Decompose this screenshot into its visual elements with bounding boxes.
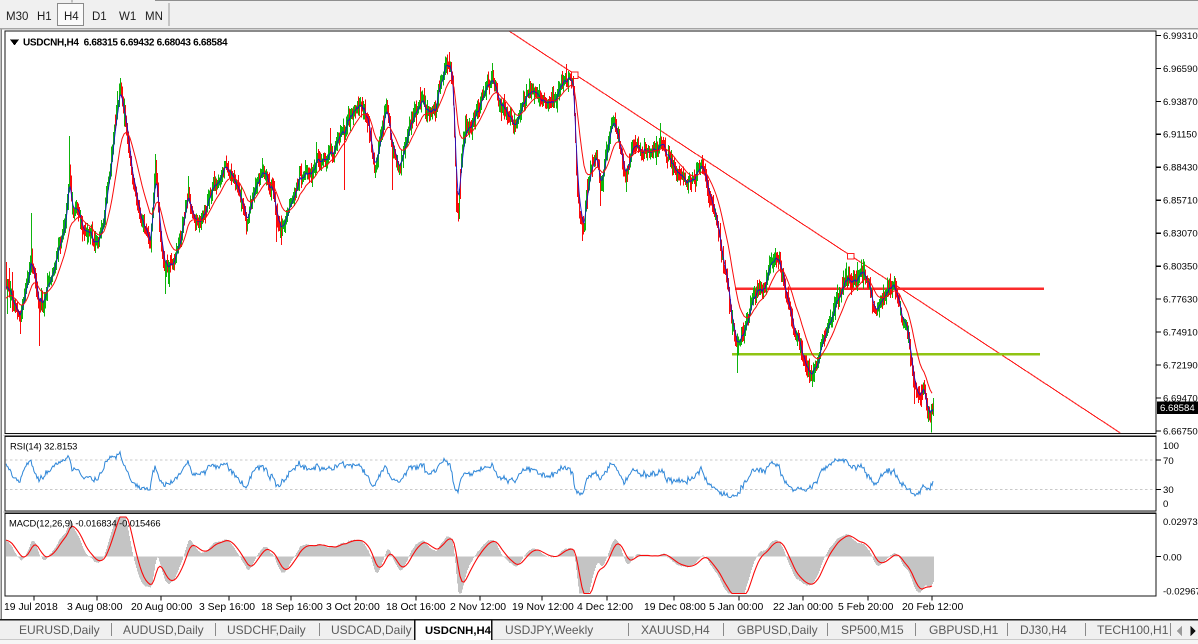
svg-text:GBPUSD,Daily: GBPUSD,Daily: [737, 623, 818, 637]
svg-text:3 Aug 08:00: 3 Aug 08:00: [67, 602, 123, 613]
svg-text:0.00: 0.00: [1163, 553, 1182, 564]
svg-text:6.68584: 6.68584: [1160, 403, 1195, 414]
svg-text:EURUSD,Daily: EURUSD,Daily: [19, 623, 100, 637]
svg-text:M30: M30: [6, 11, 28, 23]
svg-text:6.72190: 6.72190: [1163, 361, 1198, 372]
svg-text:2 Nov 12:00: 2 Nov 12:00: [450, 602, 506, 613]
svg-text:XAUUSD,H4: XAUUSD,H4: [641, 623, 710, 637]
svg-text:DJ30,H4: DJ30,H4: [1020, 623, 1067, 637]
svg-text:RSI(14) 32.8153: RSI(14) 32.8153: [10, 441, 77, 452]
svg-text:3 Oct 20:00: 3 Oct 20:00: [326, 602, 380, 613]
svg-text:6.80350: 6.80350: [1163, 262, 1198, 273]
svg-text:19 Dec 08:00: 19 Dec 08:00: [644, 602, 706, 613]
svg-text:18 Oct 16:00: 18 Oct 16:00: [386, 602, 446, 613]
svg-text:-0.029676: -0.029676: [1163, 587, 1198, 598]
svg-text:4 Dec 12:00: 4 Dec 12:00: [577, 602, 633, 613]
svg-text:D1: D1: [92, 11, 107, 23]
svg-text:30: 30: [1163, 485, 1174, 496]
svg-text:MACD(12,26,9) -0.016834 -0.015: MACD(12,26,9) -0.016834 -0.015466: [9, 518, 160, 529]
svg-text:6.96590: 6.96590: [1163, 64, 1198, 75]
svg-text:USDJPY,Weekly: USDJPY,Weekly: [505, 623, 593, 637]
svg-text:0.029737: 0.029737: [1163, 517, 1198, 528]
svg-text:6.74910: 6.74910: [1163, 328, 1198, 339]
svg-text:22 Jan 00:00: 22 Jan 00:00: [773, 602, 833, 613]
svg-text:3 Sep 16:00: 3 Sep 16:00: [199, 602, 255, 613]
svg-text:100: 100: [1163, 441, 1179, 452]
svg-text:6.85710: 6.85710: [1163, 196, 1198, 207]
svg-text:6.99310: 6.99310: [1163, 31, 1198, 42]
svg-text:19 Nov 12:00: 19 Nov 12:00: [512, 602, 574, 613]
svg-text:18 Sep 16:00: 18 Sep 16:00: [261, 602, 323, 613]
svg-text:H1: H1: [37, 11, 52, 23]
svg-text:6.88430: 6.88430: [1163, 163, 1198, 174]
svg-text:SP500,M15: SP500,M15: [841, 623, 904, 637]
svg-text:70: 70: [1163, 456, 1174, 467]
svg-text:20 Aug 00:00: 20 Aug 00:00: [131, 602, 192, 613]
svg-text:USDCNH,H4 6.68315 6.69432 6.6: USDCNH,H4 6.68315 6.69432 6.68043 6.6858…: [23, 38, 228, 49]
svg-text:USDCNH,H4: USDCNH,H4: [425, 625, 492, 637]
svg-text:H4: H4: [64, 11, 79, 23]
svg-text:6.83070: 6.83070: [1163, 229, 1198, 240]
svg-text:6.77630: 6.77630: [1163, 295, 1198, 306]
svg-text:6.91150: 6.91150: [1163, 130, 1197, 141]
svg-text:USDCAD,Daily: USDCAD,Daily: [331, 623, 412, 637]
svg-text:W1: W1: [119, 11, 136, 23]
svg-text:5 Feb 20:00: 5 Feb 20:00: [838, 602, 894, 613]
svg-text:6.69470: 6.69470: [1163, 394, 1198, 405]
svg-text:0: 0: [1163, 499, 1168, 510]
svg-text:AUDUSD,Daily: AUDUSD,Daily: [123, 623, 204, 637]
svg-text:MN: MN: [145, 11, 163, 23]
svg-text:TECH100,H1: TECH100,H1: [1097, 623, 1169, 637]
svg-text:20 Feb 12:00: 20 Feb 12:00: [902, 602, 963, 613]
svg-text:5 Jan 00:00: 5 Jan 00:00: [709, 602, 764, 613]
svg-text:6.66750: 6.66750: [1163, 427, 1198, 438]
svg-text:GBPUSD,H1: GBPUSD,H1: [929, 623, 999, 637]
svg-text:19 Jul 2018: 19 Jul 2018: [4, 602, 58, 613]
svg-text:6.93870: 6.93870: [1163, 97, 1198, 108]
svg-text:USDCHF,Daily: USDCHF,Daily: [227, 623, 306, 637]
